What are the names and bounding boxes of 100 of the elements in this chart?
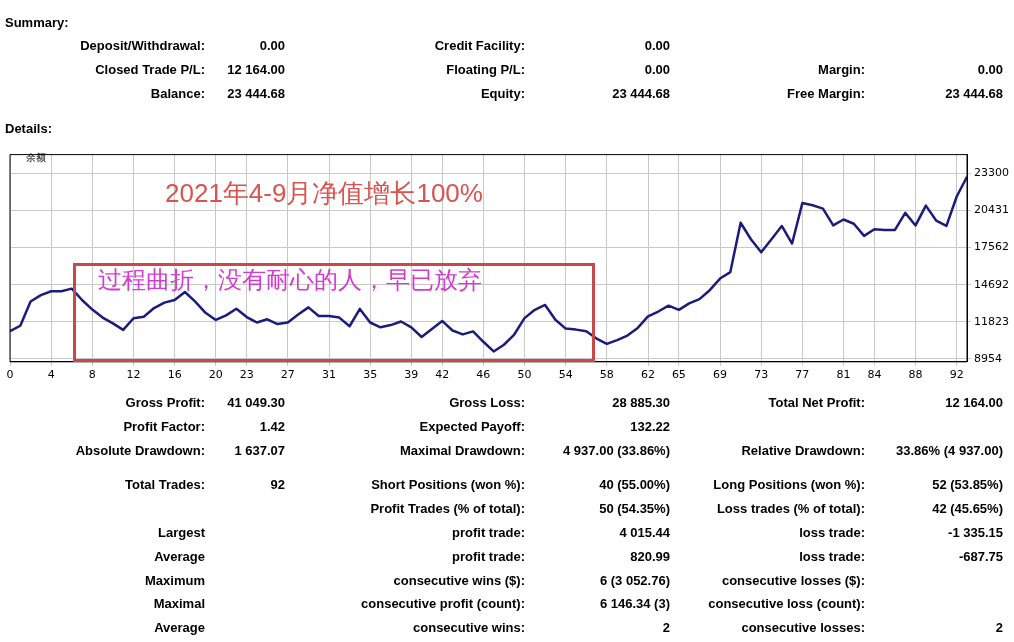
text: Short Positions (won %): — [371, 477, 525, 493]
text: 42 (45.65%) — [932, 501, 1003, 517]
x-tick-label: 62 — [641, 368, 655, 382]
text: 1.42 — [259, 419, 285, 435]
text: Balance: — [150, 86, 205, 102]
text: Maximum — [145, 573, 205, 589]
x-tick-label: 84 — [867, 368, 882, 382]
x-tick-label: 92 — [949, 368, 964, 382]
text: 0.00 — [259, 38, 285, 54]
text: Expected Payoff: — [419, 419, 525, 435]
text: 23 444.68 — [945, 86, 1003, 102]
text: 50 (54.35%) — [599, 501, 670, 517]
text: profit trade: — [452, 525, 525, 541]
y-tick-label: 11823 — [974, 314, 1010, 328]
text: 132.22 — [630, 419, 670, 435]
x-tick-label: 58 — [599, 368, 614, 382]
text: Profit Factor: — [123, 419, 205, 435]
text: profit trade: — [452, 549, 525, 565]
x-tick-label: 8 — [88, 368, 96, 382]
text: Maximal Drawdown: — [400, 443, 525, 459]
x-tick-label: 20 — [208, 368, 223, 382]
text: Margin: — [818, 62, 865, 78]
x-tick-label: 88 — [908, 368, 923, 382]
text: Credit Facility: — [434, 38, 525, 54]
text: loss trade: — [799, 549, 865, 565]
text: 6 (3 052.76) — [599, 573, 670, 589]
y-tick-label: 8954 — [974, 351, 1003, 365]
x-tick-label: 4 — [47, 368, 55, 382]
y-tick-label: 14692 — [974, 277, 1010, 291]
text: Gross Profit: — [125, 395, 205, 411]
x-tick-label: 27 — [280, 368, 295, 382]
text: Long Positions (won %): — [713, 477, 865, 493]
text: -1 335.15 — [948, 525, 1003, 541]
text: consecutive profit (count): — [361, 596, 525, 612]
x-tick-label: 12 — [126, 368, 141, 382]
text: 0.00 — [977, 62, 1003, 78]
text: 41 049.30 — [227, 395, 285, 411]
y-tick-label: 23300 — [974, 166, 1010, 180]
x-tick-label: 16 — [167, 368, 182, 382]
x-tick-label: 81 — [836, 368, 851, 382]
text: loss trade: — [799, 525, 865, 541]
text: Details: — [5, 121, 52, 137]
text: 52 (53.85%) — [932, 477, 1003, 493]
x-tick-label: 73 — [754, 368, 769, 382]
y-tick-label: 20431 — [974, 203, 1010, 217]
text: Absolute Drawdown: — [75, 443, 205, 459]
text: 2 — [995, 620, 1003, 636]
text: Closed Trade P/L: — [95, 62, 205, 78]
text: 23 444.68 — [227, 86, 285, 102]
text: Floating P/L: — [446, 62, 525, 78]
text: Loss trades (% of total): — [716, 501, 865, 517]
x-tick-label: 42 — [435, 368, 450, 382]
x-tick-label: 39 — [404, 368, 419, 382]
x-tick-label: 77 — [795, 368, 810, 382]
text: 4 937.00 (33.86%) — [563, 443, 670, 459]
annotation: 过程曲折，没有耐心的人，早已放弃 — [98, 265, 482, 295]
y-tick-label: 17562 — [974, 240, 1010, 254]
text: Average — [154, 549, 205, 565]
text: consecutive wins: — [413, 620, 525, 636]
text: Gross Loss: — [449, 395, 525, 411]
text: 28 885.30 — [612, 395, 670, 411]
text: 820.99 — [630, 549, 670, 565]
text: consecutive losses ($): — [721, 573, 865, 589]
text: Total Net Profit: — [768, 395, 865, 411]
annotation: 余额 — [26, 151, 46, 165]
x-tick-label: 65 — [671, 368, 686, 382]
text: Summary: — [5, 15, 69, 31]
text: consecutive wins ($): — [393, 573, 525, 589]
x-tick-label: 50 — [517, 368, 532, 382]
text: 33.86% (4 937.00) — [896, 443, 1003, 459]
text: Maximal — [153, 596, 205, 612]
text: Profit Trades (% of total): — [370, 501, 525, 517]
x-tick-label: 23 — [239, 368, 254, 382]
x-tick-label: 54 — [558, 368, 573, 382]
x-tick-label: 69 — [713, 368, 728, 382]
text: consecutive losses: — [741, 620, 865, 636]
x-tick-label: 46 — [476, 368, 491, 382]
x-tick-label: 0 — [6, 368, 14, 382]
text: 12 164.00 — [227, 62, 285, 78]
text: Average — [154, 620, 205, 636]
text: Largest — [158, 525, 205, 541]
text: 12 164.00 — [945, 395, 1003, 411]
text: 92 — [270, 477, 285, 493]
text: 23 444.68 — [612, 86, 670, 102]
text: Equity: — [480, 86, 525, 102]
text: Free Margin: — [786, 86, 865, 102]
text: -687.75 — [958, 549, 1003, 565]
annotation: 2021年4-9月净值增长100% — [165, 177, 483, 210]
text: 0.00 — [644, 62, 670, 78]
text: 2 — [662, 620, 670, 636]
text: 40 (55.00%) — [599, 477, 670, 493]
text: Total Trades: — [125, 477, 205, 493]
x-tick-label: 35 — [363, 368, 378, 382]
text: 4 015.44 — [619, 525, 670, 541]
text: 6 146.34 (3) — [599, 596, 670, 612]
text: 0.00 — [644, 38, 670, 54]
x-tick-label: 31 — [322, 368, 336, 382]
text: consecutive loss (count): — [708, 596, 865, 612]
text: 1 637.07 — [234, 443, 285, 459]
text: Deposit/Withdrawal: — [80, 38, 205, 54]
